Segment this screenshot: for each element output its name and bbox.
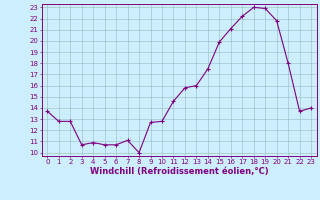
X-axis label: Windchill (Refroidissement éolien,°C): Windchill (Refroidissement éolien,°C)	[90, 167, 268, 176]
